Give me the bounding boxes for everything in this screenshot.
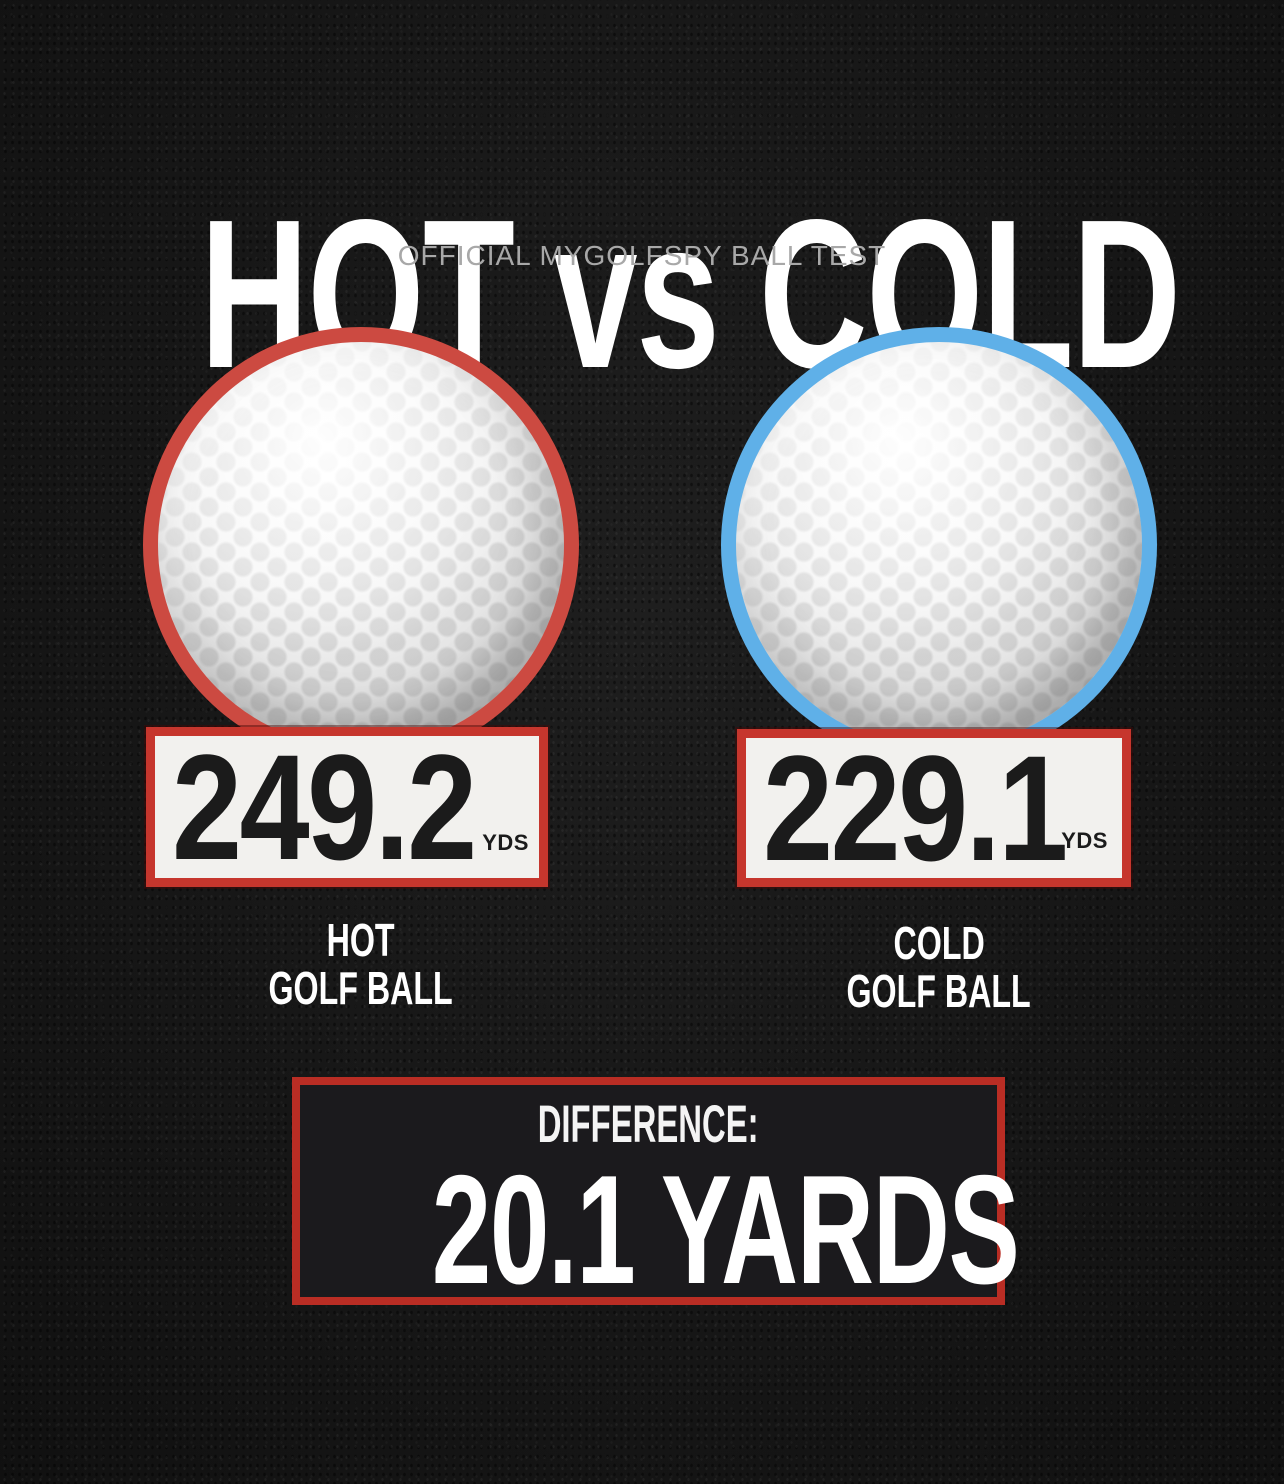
hot-distance-plate: 249.2 YDS [146,727,548,887]
title-vs-word: vs [553,175,720,413]
difference-value-text: 20.1 YARDS [431,1143,1020,1316]
hot-golf-ball-image [143,327,579,763]
difference-label-text: DIFFERENCE: [538,1095,759,1154]
hot-distance-value: 249.2 [172,723,477,891]
difference-value: 20.1 YARDS [300,1152,1020,1307]
hot-ball-label-line1: HOT [327,914,395,966]
cold-distance-plate: 229.1 YDS [737,729,1131,887]
hot-distance-unit: YDS [482,830,529,855]
cold-golf-ball-image [721,327,1157,763]
cold-ball-label-line1: COLD [893,917,985,969]
cold-ball-label: COLD GOLF BALL [721,919,1157,1015]
cold-distance-value: 229.1 [763,724,1068,892]
cold-ball-label-line2: GOLF BALL [846,965,1032,1017]
cold-distance-unit: YDS [1061,828,1108,853]
subtitle: OFFICIAL MYGOLFSPY BALL TEST [397,240,887,271]
page-title: HOT vs COLD [0,188,1284,400]
difference-label: DIFFERENCE: [300,1097,997,1153]
difference-panel: DIFFERENCE: 20.1 YARDS [292,1077,1020,1307]
hot-ball-label: HOT GOLF BALL [143,916,579,1012]
hot-ball-label-line2: GOLF BALL [268,962,454,1014]
